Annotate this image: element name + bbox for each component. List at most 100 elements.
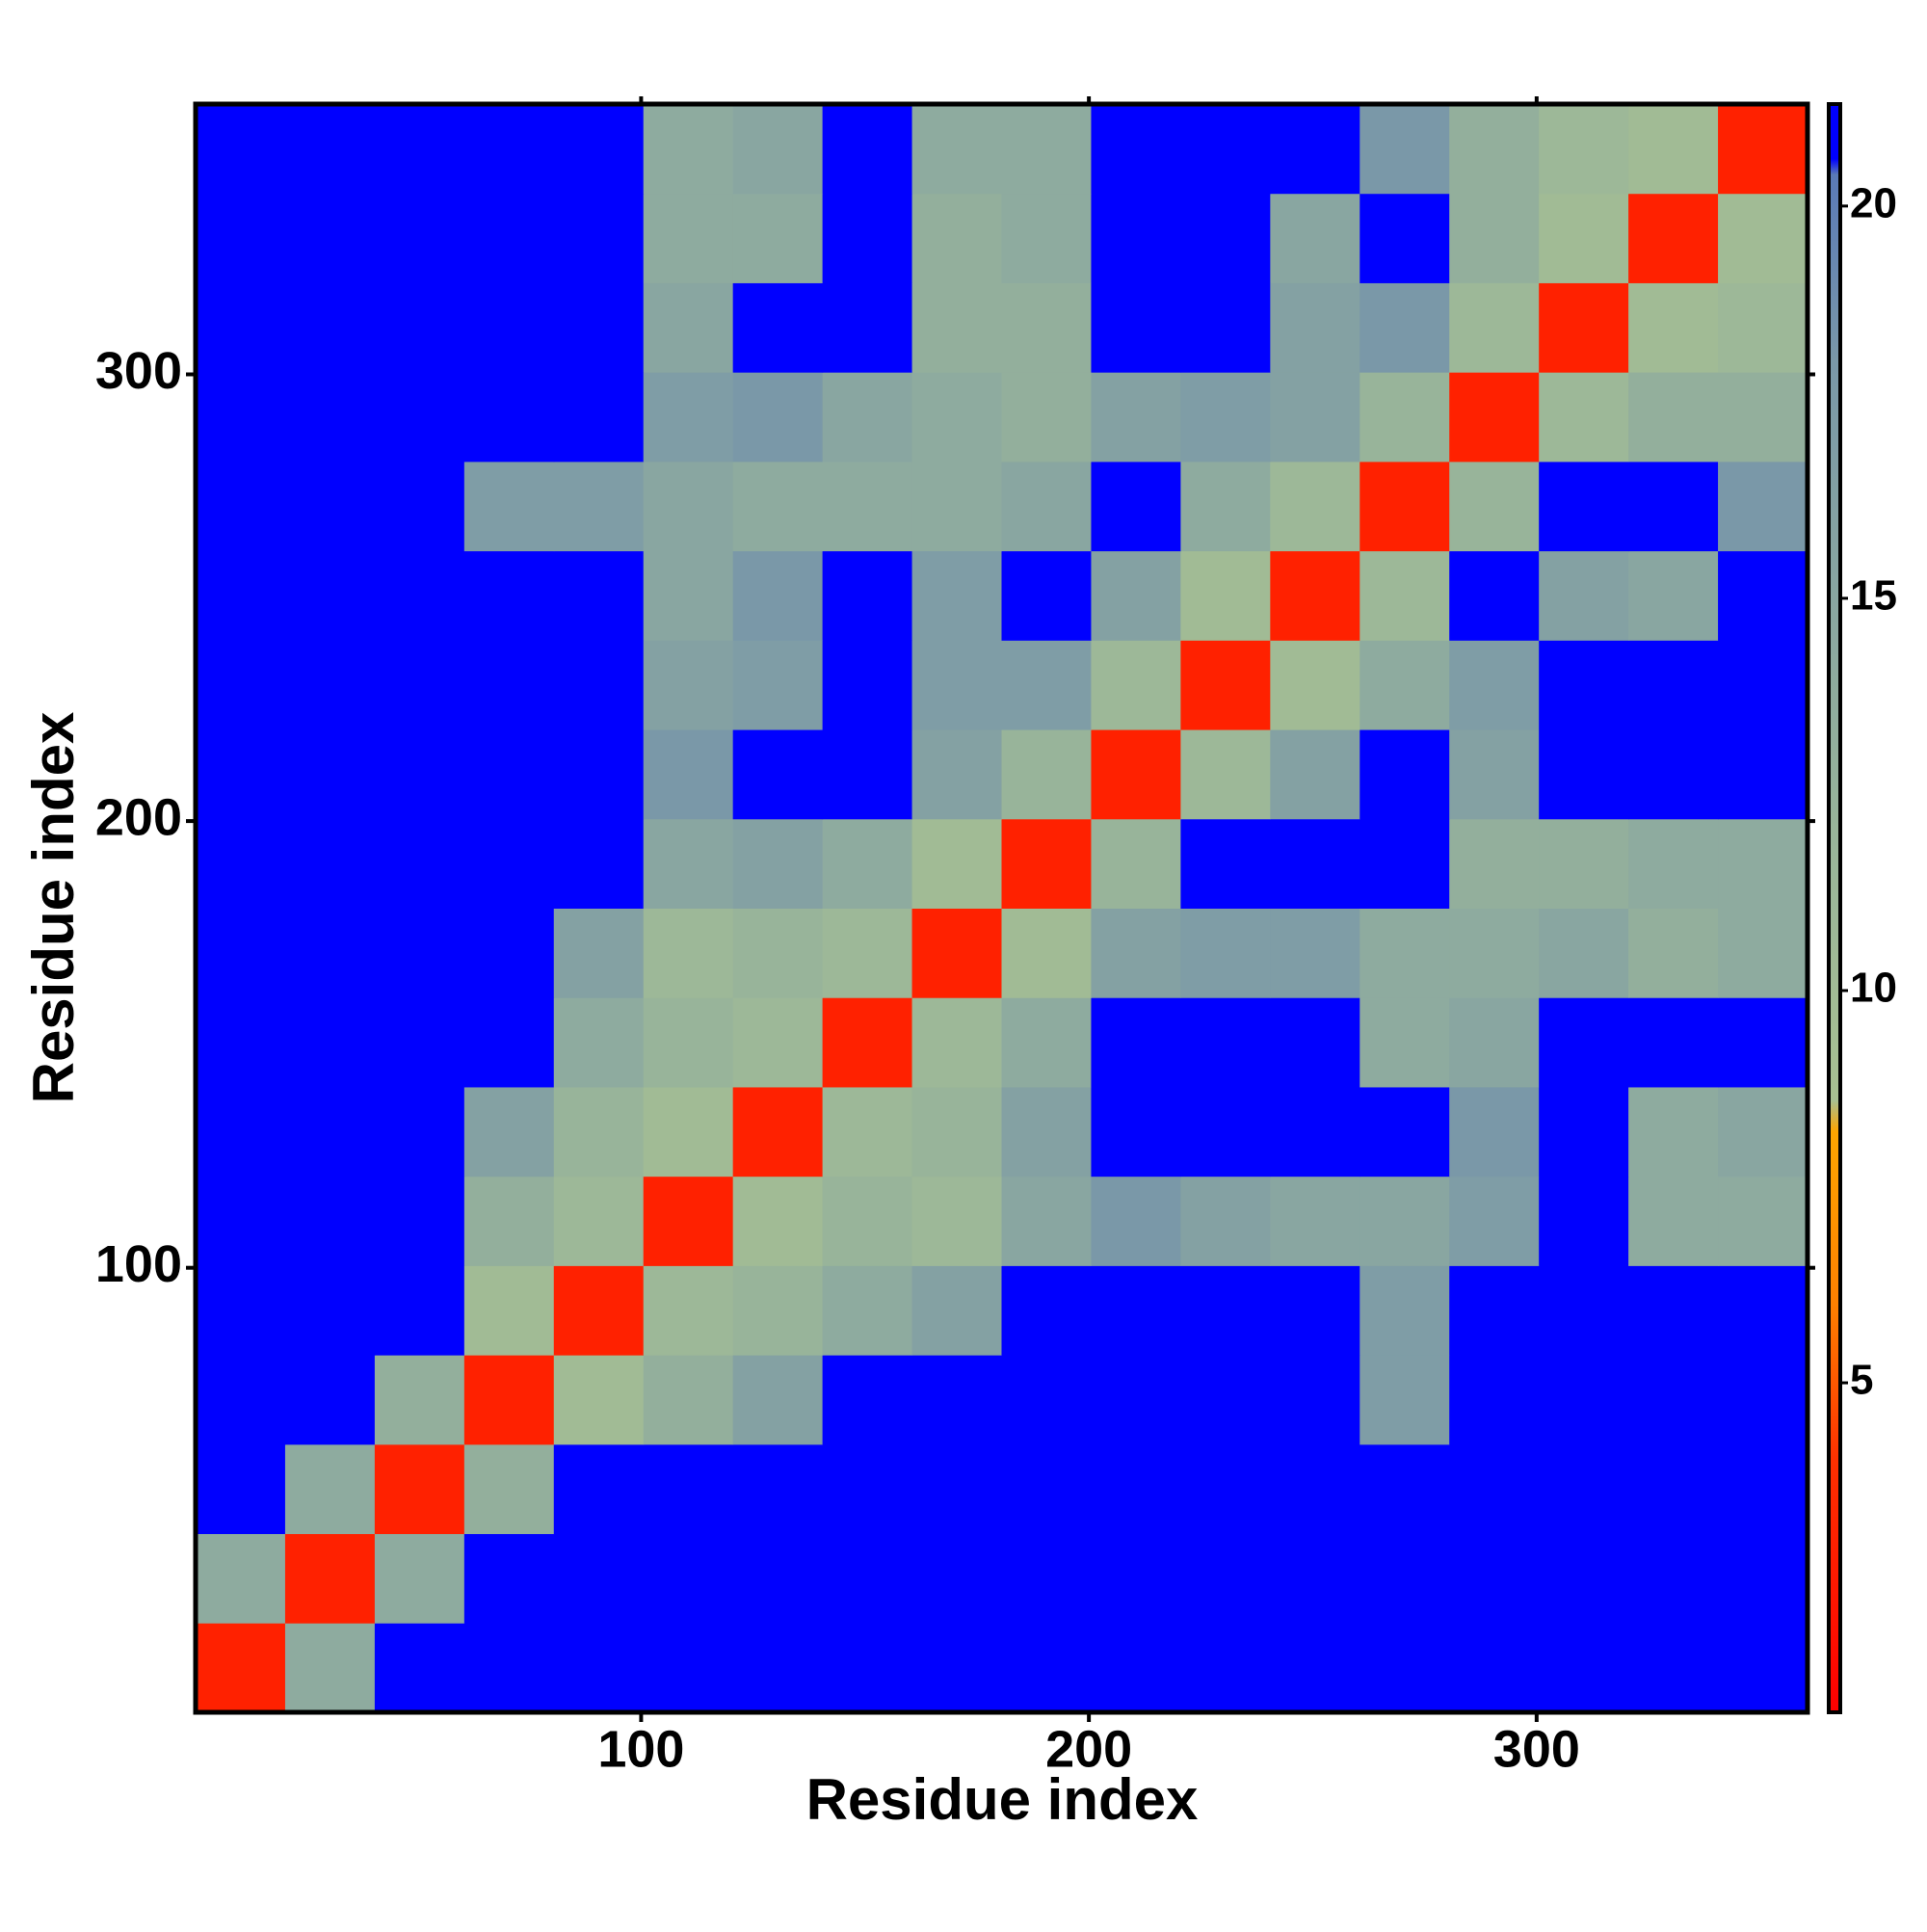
heatmap-cell <box>463 1176 555 1266</box>
heatmap-cell <box>1270 729 1360 820</box>
heatmap-cell <box>1628 193 1719 283</box>
heatmap-cell <box>374 1265 465 1356</box>
heatmap-cell <box>284 818 376 909</box>
heatmap-cell <box>284 1623 376 1713</box>
heatmap-cell <box>1270 1176 1360 1266</box>
heatmap-cell <box>1539 1533 1629 1624</box>
heatmap-cell <box>1091 908 1181 998</box>
heatmap-cell <box>374 1086 465 1178</box>
heatmap-cell <box>196 1355 286 1445</box>
heatmap-cell <box>822 282 913 373</box>
heatmap-cell <box>1449 1176 1540 1266</box>
heatmap-cell <box>1718 640 1808 730</box>
heatmap-cell <box>732 104 824 195</box>
heatmap-cell <box>196 908 286 998</box>
heatmap-cell <box>284 1533 376 1624</box>
heatmap-cell <box>374 104 465 195</box>
heatmap-cell <box>911 550 1002 641</box>
heatmap-cell <box>732 1086 824 1178</box>
heatmap-cell <box>1628 729 1719 820</box>
heatmap-cell <box>1718 818 1808 909</box>
heatmap-cell <box>1001 1355 1092 1445</box>
heatmap-cell <box>1001 104 1092 195</box>
heatmap-cell <box>463 1086 555 1178</box>
heatmap-cell <box>1449 1265 1540 1356</box>
heatmap-cell <box>196 1176 286 1266</box>
heatmap-cell <box>1091 1355 1181 1445</box>
heatmap-cell <box>1628 461 1719 552</box>
heatmap-cell <box>553 729 645 820</box>
heatmap-cell <box>284 193 376 283</box>
heatmap-cell <box>284 550 376 641</box>
heatmap-cell <box>643 461 734 552</box>
heatmap-cell <box>196 1086 286 1178</box>
heatmap-cell <box>1091 461 1181 552</box>
heatmap-cell <box>822 1176 913 1266</box>
heatmap-cell <box>374 282 465 373</box>
heatmap-cell <box>1180 908 1271 998</box>
heatmap-cell <box>911 1176 1002 1266</box>
heatmap-cell <box>643 1533 734 1624</box>
heatmap-cell <box>463 908 555 998</box>
heatmap-cell <box>732 1355 824 1445</box>
heatmap-cell <box>1628 104 1719 195</box>
heatmap-cell <box>1539 997 1629 1088</box>
heatmap-cell <box>1359 729 1450 820</box>
heatmap-cell <box>732 193 824 283</box>
heatmap-cell <box>911 908 1002 998</box>
plot-frame <box>193 101 1810 1715</box>
heatmap-cell <box>553 908 645 998</box>
heatmap-cell <box>374 729 465 820</box>
heatmap-cell <box>1449 640 1540 730</box>
heatmap-cell <box>822 1086 913 1178</box>
heatmap-cell <box>196 372 286 463</box>
heatmap-cell <box>463 729 555 820</box>
heatmap-cell <box>1628 997 1719 1088</box>
heatmap-cell <box>732 908 824 998</box>
heatmap-cell <box>1091 1623 1181 1713</box>
heatmap-cell <box>732 1443 824 1535</box>
heatmap-cell <box>822 997 913 1088</box>
heatmap-cell <box>553 461 645 552</box>
heatmap-cell <box>1449 1533 1540 1624</box>
x-tick-label: 100 <box>597 1720 684 1778</box>
heatmap-cell <box>911 104 1002 195</box>
heatmap-cell <box>1539 282 1629 373</box>
heatmap-cell <box>1001 550 1092 641</box>
x-tick-label: 200 <box>1045 1720 1132 1778</box>
x-axis-title: Residue index <box>806 1767 1199 1832</box>
heatmap-cell <box>822 1443 913 1535</box>
heatmap-cell <box>463 550 555 641</box>
heatmap-cell <box>643 372 734 463</box>
heatmap-cell <box>1091 372 1181 463</box>
heatmap-cell <box>553 372 645 463</box>
heatmap-cell <box>1359 550 1450 641</box>
heatmap-cell <box>732 818 824 909</box>
heatmap-cell <box>1270 282 1360 373</box>
heatmap-cell <box>284 640 376 730</box>
heatmap-cell <box>643 104 734 195</box>
y-axis-title: Residue index <box>21 712 86 1104</box>
heatmap-cell <box>1449 818 1540 909</box>
heatmap-cell <box>1091 1086 1181 1178</box>
heatmap-cell <box>1270 1443 1360 1535</box>
heatmap-cell <box>1270 997 1360 1088</box>
heatmap-cell <box>1718 729 1808 820</box>
heatmap-cell <box>1180 1355 1271 1445</box>
heatmap-cell <box>1359 1443 1450 1535</box>
heatmap-cell <box>1180 640 1271 730</box>
heatmap-cell <box>911 1533 1002 1624</box>
heatmap-cell <box>1359 1355 1450 1445</box>
heatmap-cell <box>463 818 555 909</box>
heatmap-cell <box>1270 1533 1360 1624</box>
colorbar <box>1827 102 1842 1714</box>
heatmap-cell <box>1001 461 1092 552</box>
heatmap-cell <box>1539 729 1629 820</box>
heatmap-cell <box>553 1176 645 1266</box>
heatmap-cell <box>1718 997 1808 1088</box>
heatmap-cell <box>1628 1533 1719 1624</box>
heatmap-cell <box>1359 1623 1450 1713</box>
heatmap-cell <box>732 461 824 552</box>
heatmap-cell <box>732 729 824 820</box>
